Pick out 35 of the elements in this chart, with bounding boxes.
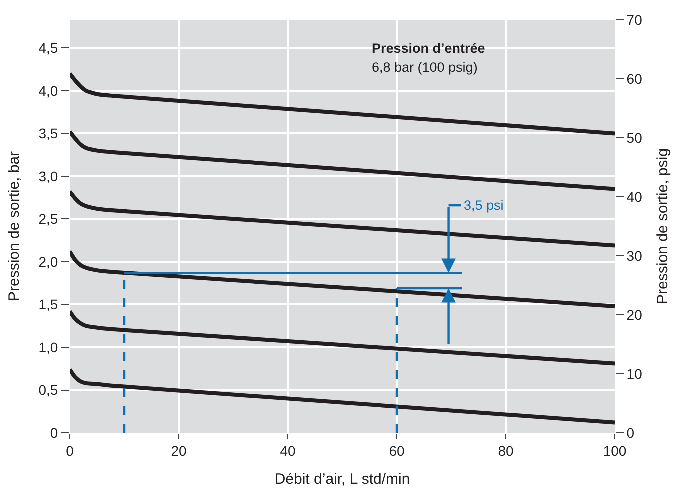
y2-tick-label: 40 <box>626 188 643 205</box>
line-series <box>70 250 615 308</box>
x-tick-label: 80 <box>498 442 514 459</box>
y-tick-label: 1,5 <box>38 296 58 313</box>
x-axis-title: Débit d’air, L std/min <box>274 470 410 488</box>
line-series <box>70 368 615 425</box>
y-axis-title: Pression de sortie, bar <box>6 151 23 302</box>
y2-tick-label: 50 <box>626 130 643 146</box>
x-tick-label: 100 <box>603 442 627 459</box>
y2-tick-label: 60 <box>626 70 643 87</box>
y2-tick-label: 70 <box>626 12 643 28</box>
y2-axis-title: Pression de sortie, psig <box>654 148 672 304</box>
y2-tick-label: 0 <box>626 424 635 441</box>
y-tick-label: 3,5 <box>38 126 58 142</box>
annotation: 6,8 bar (100 psig) <box>372 60 478 75</box>
y-tick-label: 0 <box>50 424 58 441</box>
x-tick-label: 40 <box>280 442 296 459</box>
x-tick-label: 60 <box>389 442 405 459</box>
y2-tick-label: 20 <box>626 306 643 323</box>
y-tick-label: 4,5 <box>38 40 58 56</box>
annotation: Pression d’entrée <box>372 41 486 56</box>
line-series <box>70 130 615 192</box>
y-tick-label: 3,0 <box>38 168 58 184</box>
y-tick-label: 2,5 <box>38 211 58 228</box>
y-tick-label: 1,0 <box>38 339 58 356</box>
annotation: 3,5 psi <box>464 198 504 213</box>
x-tick-label: 20 <box>171 442 187 459</box>
x-tick-label: 0 <box>66 442 74 459</box>
y2-tick-label: 10 <box>626 366 643 382</box>
y-tick-label: 2,0 <box>38 254 58 270</box>
line-series <box>70 310 615 366</box>
y2-tick-label: 30 <box>626 248 643 264</box>
y-tick-label: 0,5 <box>38 382 58 398</box>
line-series <box>70 190 615 248</box>
y-tick-label: 4,0 <box>38 82 58 99</box>
